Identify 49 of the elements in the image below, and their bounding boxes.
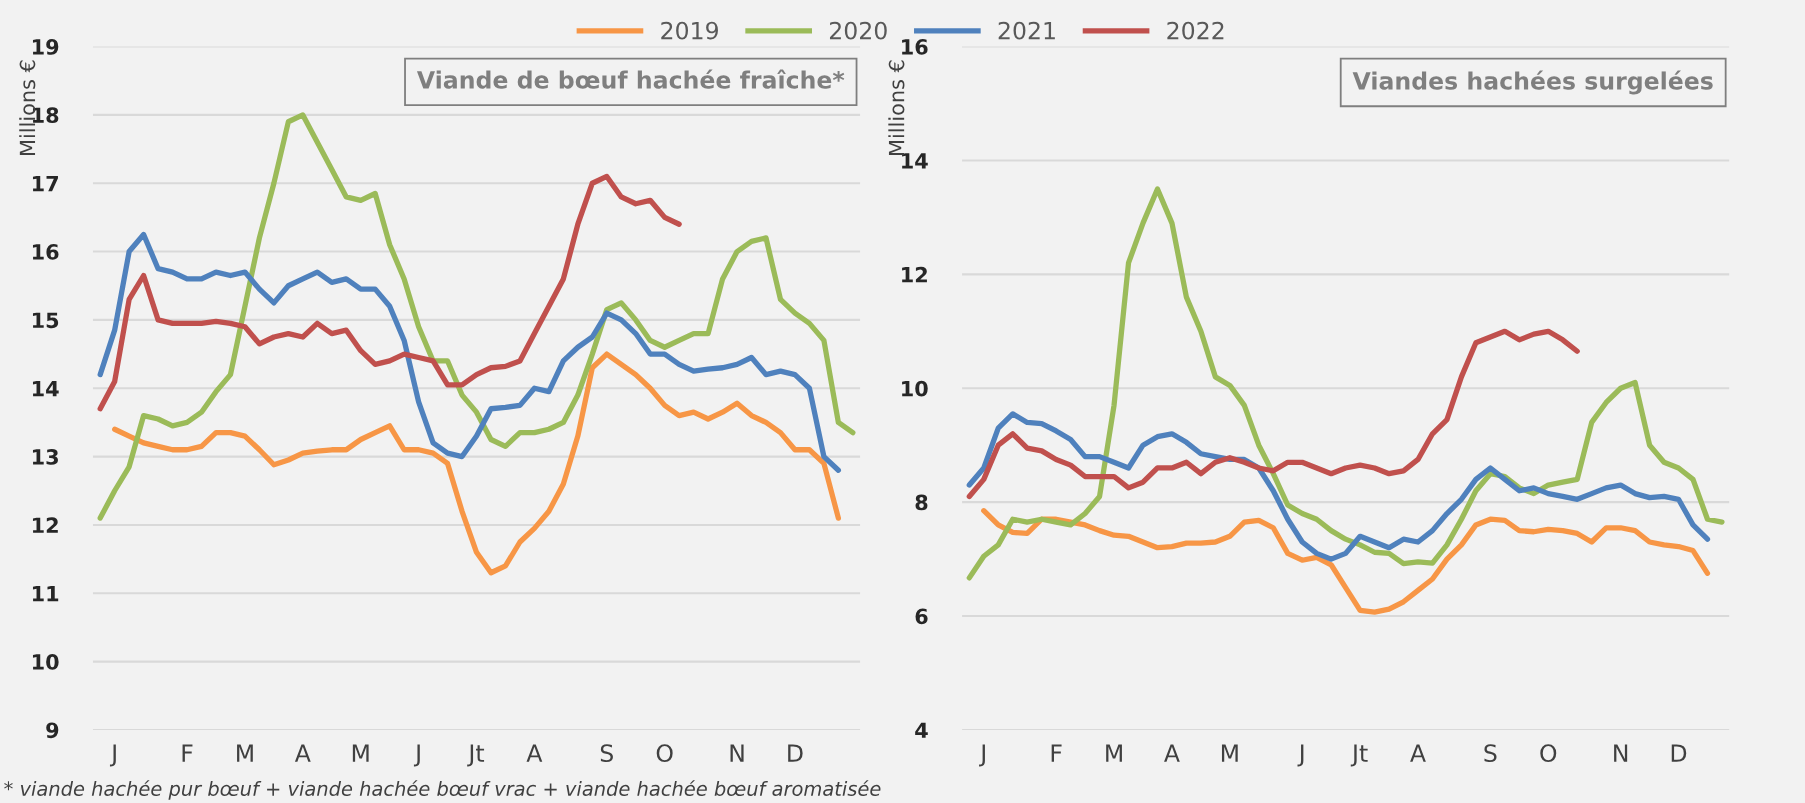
x-tick-label: A: [526, 744, 543, 762]
y-tick-label: 4: [915, 722, 928, 738]
x-tick-label: N: [1614, 744, 1628, 762]
legend-label: 2019: [661, 21, 718, 40]
x-tick-label: M: [1221, 744, 1238, 762]
x-tick-label: Jt: [1350, 744, 1368, 767]
x-tick-label: O: [1540, 744, 1557, 763]
y-tick-label: 11: [32, 585, 59, 602]
x-tick-label: F: [182, 744, 193, 762]
x-tick-label: J: [109, 744, 116, 767]
y-tick-label: 13: [32, 449, 58, 465]
y-tick-label: 10: [902, 380, 928, 397]
legend-label: 2021: [998, 21, 1055, 40]
x-tick-label: M: [237, 744, 253, 762]
legend-label: 2020: [829, 21, 887, 40]
y-tick-label: 12: [902, 266, 927, 283]
y-tick-label: 6: [915, 608, 928, 625]
x-tick-label: M: [352, 744, 369, 762]
x-tick-label: D: [1671, 744, 1687, 762]
x-tick-label: D: [788, 744, 803, 762]
legend-label: 2022: [1167, 21, 1224, 40]
x-tick-label: N: [730, 744, 744, 762]
text: Viande de bœuf hachée fraîche*: [416, 69, 845, 89]
x-tick-label: A: [1164, 744, 1180, 762]
y-tick-label: 15: [32, 312, 59, 329]
x-tick-label: J: [1297, 744, 1304, 767]
x-tick-label: O: [656, 744, 673, 763]
y-tick-label: 17: [32, 175, 58, 192]
x-tick-label: A: [1410, 744, 1426, 762]
y-tick-label: 16: [902, 39, 928, 55]
x-tick-label: J: [413, 744, 420, 767]
y-tick-label: 14: [32, 380, 59, 397]
x-tick-label: F: [1051, 744, 1062, 762]
text: Viandes hachées surgelées: [1352, 70, 1713, 95]
y-tick-label: 10: [32, 654, 59, 670]
x-tick-label: Jt: [467, 744, 485, 767]
y-tick-label: 16: [32, 244, 59, 260]
x-tick-label: J: [979, 744, 985, 767]
text: * viande hachée pur bœuf + viande hachée bœuf vrac + viande hachée bœuf aromatisée: [4, 780, 881, 800]
x-tick-label: S: [600, 744, 613, 763]
y-tick-label: 9: [46, 722, 59, 739]
y-tick-label: 8: [915, 494, 928, 511]
x-tick-label: A: [294, 744, 311, 762]
y-tick-label: 14: [902, 153, 928, 169]
y-tick-label: 19: [32, 39, 59, 55]
x-tick-label: S: [1484, 744, 1497, 763]
y-axis-title: Millions €: [888, 60, 905, 155]
x-tick-label: M: [1106, 744, 1122, 762]
y-tick-label: 12: [32, 517, 58, 533]
